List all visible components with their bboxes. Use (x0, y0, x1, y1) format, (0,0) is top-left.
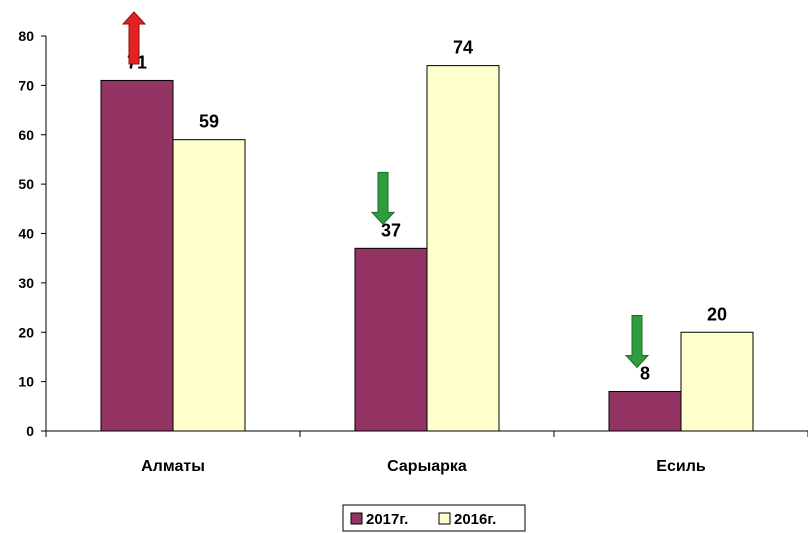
legend-swatch (350, 512, 363, 525)
data-label: 8 (640, 364, 650, 384)
data-label: 59 (199, 112, 219, 132)
y-tick-label: 10 (18, 374, 34, 390)
x-tick-label: Сарыарка (387, 458, 467, 475)
y-tick-label: 80 (18, 28, 34, 44)
y-tick-label: 60 (18, 127, 34, 143)
legend-label: 2016г. (454, 511, 496, 528)
bar-series-2-3 (680, 331, 754, 432)
x-tick-label: Есиль (656, 458, 706, 475)
bars-layer (100, 65, 754, 432)
data-label: 20 (707, 304, 727, 324)
bar-series-2-2 (426, 65, 500, 432)
y-tick-label: 20 (18, 324, 34, 340)
arrow-up-icon (121, 11, 147, 65)
bar-series-1-2 (354, 247, 428, 432)
y-tick-label: 40 (18, 226, 34, 242)
y-tick-label: 50 (18, 176, 34, 192)
axes-layer (41, 35, 808, 437)
bar-series-1-1 (100, 79, 174, 432)
bar-series-2-1 (172, 139, 246, 432)
labels-layer: 7159Алматы3774Сарыарка820Есиль0102030405… (18, 28, 727, 475)
data-label: 37 (381, 220, 401, 240)
bar-series-1-3 (608, 391, 682, 432)
y-tick-label: 30 (18, 275, 34, 291)
arrow-down-icon (624, 315, 650, 369)
legend-swatch (438, 512, 451, 525)
x-tick-label: Алматы (141, 458, 205, 475)
arrow-down-icon (370, 171, 396, 226)
y-tick-label: 0 (26, 423, 34, 439)
legend: 2017г. 2016г. (342, 504, 526, 532)
legend-box (342, 504, 526, 532)
data-label: 74 (453, 38, 473, 58)
y-tick-label: 70 (18, 77, 34, 93)
markers-layer (121, 11, 650, 369)
legend-label: 2017г. (366, 511, 408, 528)
